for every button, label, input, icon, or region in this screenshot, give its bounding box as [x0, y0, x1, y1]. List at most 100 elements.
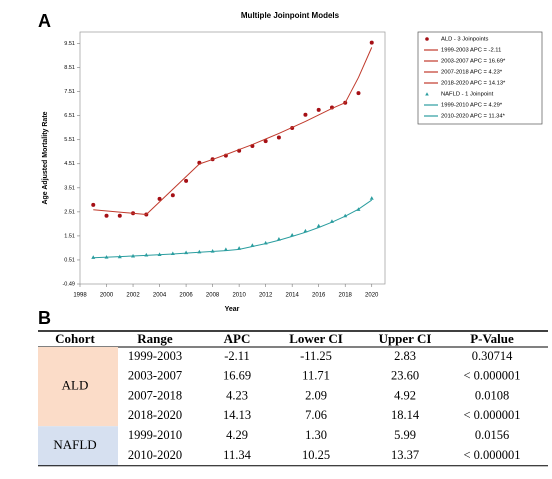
x-tick-label: 2016	[312, 293, 326, 299]
legend-label: 1999-2010 APC = 4.29*	[441, 103, 503, 109]
legend-label: 2010-2020 APC = 11.34*	[441, 114, 506, 120]
data-point	[144, 252, 149, 257]
legend-label: NAFLD - 1 Joinpoint	[441, 92, 494, 98]
panel-label: B	[38, 308, 51, 328]
y-tick-label: 8.51	[64, 65, 75, 71]
data-point	[263, 139, 268, 144]
data-point	[303, 112, 308, 117]
chart-title: Multiple Joinpoint Models	[241, 11, 340, 20]
table-cell: 1999-2003	[128, 349, 182, 363]
table-cell: 2.83	[394, 349, 416, 363]
legend-label: 2018-2020 APC = 14.13*	[441, 81, 506, 87]
table-cell: 2007-2018	[128, 388, 182, 402]
data-point	[170, 251, 175, 256]
y-tick-label: 0.51	[64, 257, 75, 263]
table-cell: -2.11	[224, 349, 250, 363]
legend-swatch	[425, 92, 429, 96]
y-tick-label: 9.51	[64, 41, 75, 47]
data-point	[157, 196, 162, 201]
table-cell: 11.71	[302, 369, 330, 383]
y-tick-label: 2.51	[64, 209, 75, 215]
table-cell: 0.0108	[475, 388, 509, 402]
cohort-cell	[38, 426, 118, 466]
fit-line	[239, 199, 373, 250]
cohort-cell	[38, 347, 118, 427]
x-tick-label: 2010	[232, 293, 246, 299]
table-cell: 18.14	[391, 408, 420, 422]
legend-swatch	[425, 37, 429, 41]
table-cell: 2018-2020	[128, 408, 182, 422]
table-cell: 1999-2010	[128, 428, 182, 442]
table-cell: 16.69	[223, 369, 251, 383]
table-cell: 14.13	[223, 408, 251, 422]
table-cell: 4.29	[226, 428, 248, 442]
data-point	[316, 107, 321, 112]
y-tick-label: 1.51	[64, 233, 75, 239]
cohort-label: ALD	[62, 378, 89, 393]
data-point	[356, 91, 361, 96]
y-axis-label: Age Adjusted Mortality Rate	[42, 111, 49, 204]
table-cell: 0.30714	[472, 349, 513, 363]
y-tick-label: 4.51	[64, 161, 75, 167]
legend-box	[417, 31, 543, 125]
column-header: Lower CI	[289, 331, 343, 346]
x-tick-label: 2020	[365, 293, 379, 299]
x-tick-label: 2004	[153, 293, 167, 299]
x-tick-label: 2002	[126, 293, 140, 299]
data-point	[104, 213, 109, 218]
data-point	[91, 202, 96, 207]
table-cell: 2.09	[305, 388, 327, 402]
x-tick-label: 1998	[73, 293, 87, 299]
fit-line	[93, 248, 240, 259]
x-tick-label: 2018	[339, 293, 353, 299]
fit-line	[199, 102, 346, 165]
data-point	[184, 178, 189, 183]
x-tick-label: 2006	[179, 293, 193, 299]
legend-label: 2007-2018 APC = 4.23*	[441, 70, 503, 76]
column-header: Cohort	[55, 331, 95, 346]
data-point	[91, 255, 96, 259]
table-cell: < 0.000001	[463, 448, 520, 462]
x-tick-label: 2000	[100, 293, 114, 299]
data-point	[316, 223, 321, 228]
x-tick-label: 2008	[206, 293, 220, 299]
table-cell: 2010-2020	[128, 448, 182, 462]
table-cell: 11.34	[223, 448, 251, 462]
column-header: Range	[137, 331, 173, 346]
table-cell: 4.92	[394, 388, 416, 402]
legend-label: 2003-2007 APC = 16.69*	[441, 59, 506, 65]
table-cell: -11.25	[300, 349, 332, 363]
data-point	[369, 40, 374, 45]
y-tick-label: 3.51	[64, 185, 75, 191]
panel-label: A	[38, 11, 51, 31]
column-header: Upper CI	[379, 331, 432, 346]
y-tick-label: 5.51	[64, 137, 75, 143]
table-cell: 5.99	[394, 428, 416, 442]
table-cell: 10.25	[302, 448, 330, 462]
table-cell: 7.06	[305, 408, 327, 422]
data-point	[170, 193, 175, 198]
table-cell: < 0.000001	[463, 408, 520, 422]
y-tick-label: 7.51	[64, 89, 75, 95]
table-cell: 0.0156	[475, 428, 509, 442]
legend-label: 1999-2003 APC = -2.11	[441, 48, 501, 54]
data-point	[276, 135, 281, 140]
table-cell: 2003-2007	[128, 369, 182, 383]
plot-frame	[79, 31, 386, 285]
fit-line	[93, 209, 147, 216]
x-axis-label: Year	[225, 306, 240, 313]
x-tick-label: 2012	[259, 293, 273, 299]
table-cell: 13.37	[391, 448, 419, 462]
fit-line	[344, 47, 373, 103]
table-cell: 23.60	[391, 369, 419, 383]
legend-label: ALD - 3 Joinpoints	[441, 37, 488, 43]
data-point	[369, 196, 374, 200]
table-cell: < 0.000001	[463, 369, 520, 383]
table-cell: 4.23	[226, 388, 248, 402]
data-point	[117, 213, 122, 218]
y-tick-label: -0.49	[62, 281, 75, 287]
fit-line	[145, 163, 200, 215]
column-header: P-Value	[470, 331, 514, 346]
